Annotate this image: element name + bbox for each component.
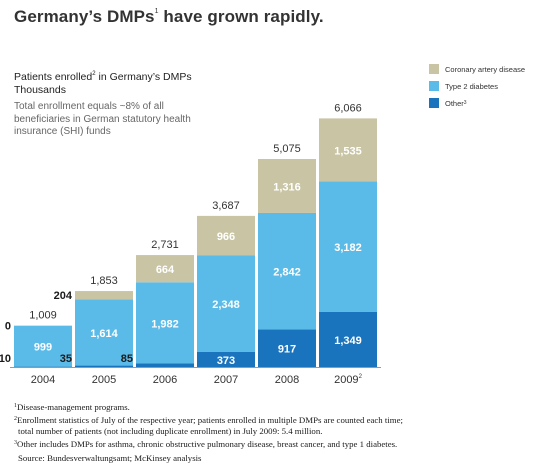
total-label-2009: 6,066 <box>334 102 362 114</box>
bar-cad-2006 <box>136 255 194 283</box>
legend-item-other: Other 3 <box>429 98 525 108</box>
legend-swatch-other <box>429 98 439 108</box>
bar-other-2009 <box>319 311 377 367</box>
units-label: Thousands <box>14 84 66 96</box>
data-label-other-2005: 35 <box>60 353 72 365</box>
x-tick-label-2008: 2008 <box>275 374 299 386</box>
legend-label-other: Other <box>445 98 464 108</box>
x-tick-label-2004: 2004 <box>31 374 55 386</box>
total-label-2008: 5,075 <box>273 143 301 155</box>
data-label-other-2008: 917 <box>278 344 296 356</box>
bar-other-2007 <box>197 351 255 367</box>
data-label-cad-2004: 0 <box>5 321 11 333</box>
data-label-other-2009: 1,349 <box>334 335 362 347</box>
data-label-cad-2005: 204 <box>54 290 73 302</box>
legend-item-t2d: Type 2 diabetes <box>429 81 525 91</box>
legend-swatch-cad <box>429 64 439 74</box>
x-tick-label-2009: 20092 <box>334 374 362 386</box>
footnote-2: 2Enrollment statistics of July of the re… <box>14 414 403 425</box>
stacked-bar-chart: 10 999 0 1,009 2004 35 1,614 204 1,853 2005 85 1,98… <box>0 102 381 386</box>
bar-t2d-2006 <box>136 282 194 364</box>
total-label-2007: 3,687 <box>212 200 240 212</box>
bar-t2d-2005 <box>75 299 133 366</box>
source-line: Source: Bundesverwaltungsamt; McKinsey a… <box>18 453 202 464</box>
bar-cad-2008 <box>258 159 316 213</box>
data-label-t2d-2006: 1,982 <box>151 318 179 330</box>
footnote-3: 3Other includes DMPs for asthma, chronic… <box>14 438 398 449</box>
x-tick-label-2005: 2005 <box>92 374 116 386</box>
data-label-cad-2008: 1,316 <box>273 181 301 193</box>
chart-subtitle: Patients enrolled2 in Germany’s DMPs Tho… <box>14 71 192 96</box>
chart-title: Germany’s DMPs1 have grown rapidly. <box>14 7 324 26</box>
total-label-2005: 1,853 <box>90 275 118 287</box>
enrollment-note: Total enrollment equals ~8% of all benef… <box>14 101 191 137</box>
bar-other-2008 <box>258 329 316 367</box>
data-label-t2d-2008: 2,842 <box>273 267 301 279</box>
footnotes: 1Disease-management programs. 2Enrollmen… <box>14 401 539 465</box>
data-label-cad-2009: 1,535 <box>334 145 362 157</box>
footnote-2-continued: total number of patients (not including … <box>18 426 323 437</box>
legend: Coronary artery disease Type 2 diabetes … <box>429 64 525 115</box>
total-label-2004: 1,009 <box>29 310 57 322</box>
bar-t2d-2008 <box>258 212 316 330</box>
data-label-t2d-2005: 1,614 <box>90 328 118 340</box>
x-tick-label-2007: 2007 <box>214 374 238 386</box>
data-label-other-2007: 373 <box>217 355 235 367</box>
total-label-2006: 2,731 <box>151 239 179 251</box>
data-label-t2d-2009: 3,182 <box>334 242 362 254</box>
data-label-other-2004: 10 <box>0 353 11 365</box>
bar-cad-2009 <box>319 118 377 182</box>
data-label-other-2006: 85 <box>121 353 133 365</box>
legend-item-cad: Coronary artery disease <box>429 64 525 74</box>
legend-swatch-t2d <box>429 81 439 91</box>
bar-cad-2007 <box>197 215 255 256</box>
bar-other-2005 <box>75 365 133 367</box>
data-label-cad-2006: 664 <box>156 264 175 276</box>
legend-label-cad: Coronary artery disease <box>445 64 526 74</box>
bar-t2d-2009 <box>319 181 377 312</box>
bar-t2d-2007 <box>197 255 255 352</box>
data-label-cad-2007: 966 <box>217 231 235 243</box>
x-tick-label-2006: 2006 <box>153 374 177 386</box>
bar-other-2006 <box>136 363 194 367</box>
footnote-1: 1Disease-management programs. <box>14 402 130 412</box>
data-label-t2d-2007: 2,348 <box>212 299 240 311</box>
legend-label-t2d: Type 2 diabetes <box>445 81 498 91</box>
data-label-t2d-2004: 999 <box>34 342 52 354</box>
bar-t2d-2004 <box>14 325 72 367</box>
bar-cad-2005 <box>75 291 133 300</box>
